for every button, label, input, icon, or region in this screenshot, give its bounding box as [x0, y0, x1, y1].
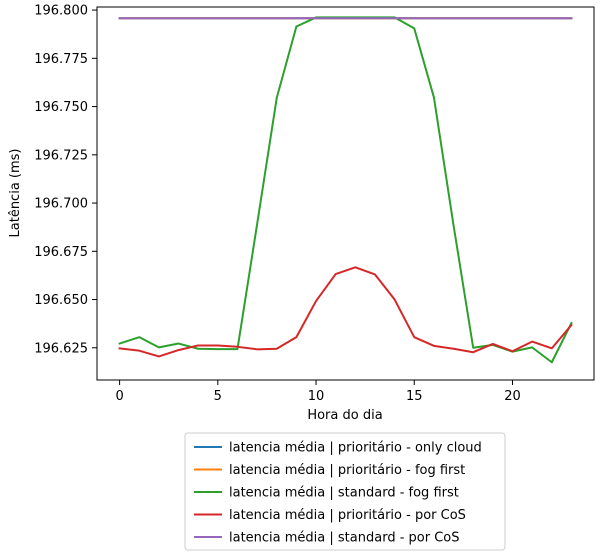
- legend-label: latencia média | standard - por CoS: [229, 531, 460, 546]
- y-tick-label: 196.625: [34, 341, 88, 356]
- y-tick-label: 196.750: [34, 100, 88, 115]
- x-tick-label: 10: [308, 389, 325, 404]
- series-line-3: [118, 16, 573, 364]
- plot-frame: [96, 6, 595, 381]
- y-axis-label: Latência (ms): [8, 149, 23, 238]
- y-tick-label: 196.800: [34, 4, 88, 19]
- legend-label: latencia média | standard - fog first: [229, 486, 459, 501]
- y-tick-label: 196.725: [34, 148, 88, 163]
- legend-label: latencia média | prioritário - only clou…: [229, 441, 482, 456]
- y-tick-label: 196.675: [34, 245, 88, 260]
- x-axis-ticks: 0 5 10 15 20: [115, 380, 521, 404]
- x-axis-label: Hora do dia: [307, 408, 382, 423]
- y-tick-label: 196.650: [34, 293, 88, 308]
- x-tick-label: 20: [504, 389, 521, 404]
- legend-label: latencia média | prioritário - fog first: [229, 463, 465, 478]
- legend-frame: [184, 432, 506, 551]
- legend-items: latencia média | prioritário - only clou…: [194, 441, 482, 546]
- legend: latencia média | prioritário - only clou…: [184, 432, 506, 551]
- y-axis-ticks: 196.625 196.650 196.675 196.700 196.725 196.7…: [34, 4, 97, 356]
- legend-label: latencia média | prioritário - por CoS: [229, 508, 466, 523]
- y-tick-label: 196.700: [34, 197, 88, 212]
- x-tick-label: 0: [115, 389, 123, 404]
- x-tick-label: 5: [214, 389, 222, 404]
- y-tick-label: 196.775: [34, 52, 88, 67]
- x-tick-label: 15: [406, 389, 423, 404]
- series-line-4: [118, 266, 573, 358]
- series-layer: [118, 16, 573, 364]
